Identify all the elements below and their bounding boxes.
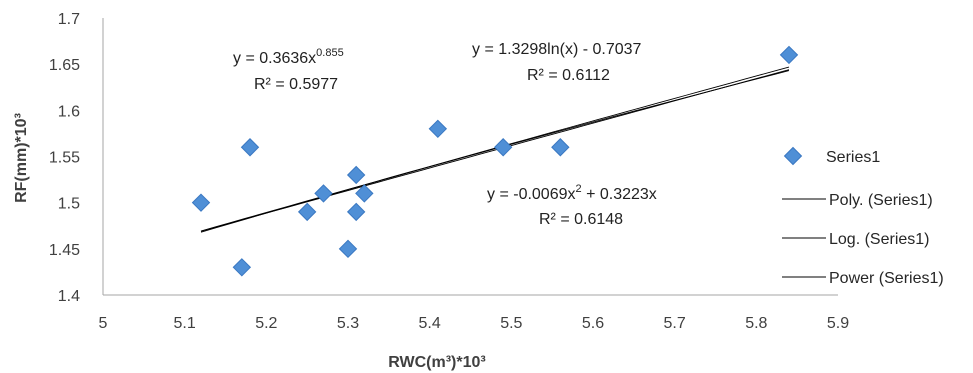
poly-r2: R² = 0.6148 xyxy=(539,211,623,228)
x-tick-label: 5.5 xyxy=(500,315,522,332)
data-point xyxy=(493,138,513,157)
x-tick-labels: 5 5.1 5.2 5.3 5.4 5.5 5.6 5.7 5.8 5.9 xyxy=(99,315,850,332)
x-tick-label: 5.4 xyxy=(419,315,441,332)
legend-marker-series1 xyxy=(783,146,803,166)
trendline-power xyxy=(200,69,790,232)
x-tick-label: 5.2 xyxy=(255,315,277,332)
power-r2: R² = 0.5977 xyxy=(254,76,338,93)
y-tick-label: 1.55 xyxy=(49,150,80,167)
data-point xyxy=(240,138,260,157)
data-point xyxy=(551,138,570,157)
data-point xyxy=(346,202,366,222)
data-points xyxy=(191,45,799,277)
y-tick-label: 1.4 xyxy=(58,288,80,305)
y-tick-label: 1.6 xyxy=(58,103,80,120)
y-axis-title: RF(mm)*10³ xyxy=(13,113,30,203)
poly-equation: y = -0.0069x2 + 0.3223x xyxy=(487,183,657,203)
data-point xyxy=(355,184,374,203)
data-point xyxy=(297,202,317,222)
x-tick-label: 5 xyxy=(99,315,108,332)
log-equation: y = 1.3298ln(x) - 0.7037 xyxy=(472,41,642,58)
x-tick-label: 5.3 xyxy=(337,315,359,332)
data-point xyxy=(779,45,799,65)
trendline-log xyxy=(200,70,790,233)
data-point xyxy=(338,239,358,259)
legend-label-power: Power (Series1) xyxy=(829,270,944,287)
x-tick-label: 5.9 xyxy=(827,315,849,332)
x-axis-title: RWC(m³)*10³ xyxy=(388,354,485,371)
x-tick-label: 5.8 xyxy=(745,315,767,332)
y-tick-label: 1.65 xyxy=(49,57,80,74)
data-point xyxy=(191,193,211,212)
y-tick-label: 1.5 xyxy=(58,196,80,213)
legend-label-poly: Poly. (Series1) xyxy=(829,192,933,209)
log-r2: R² = 0.6112 xyxy=(527,67,610,84)
y-tick-label: 1.45 xyxy=(49,242,80,259)
data-point xyxy=(428,119,448,139)
power-equation: y = 0.3636x0.855 xyxy=(233,47,344,67)
legend: Series1 Poly. (Series1) Log. (Series1) P… xyxy=(782,146,944,287)
legend-label-series1: Series1 xyxy=(826,149,880,166)
data-point xyxy=(346,165,366,185)
x-tick-label: 5.7 xyxy=(664,315,686,332)
legend-label-log: Log. (Series1) xyxy=(829,231,930,248)
y-tick-label: 1.7 xyxy=(58,11,80,28)
y-tick-labels: 1.4 1.45 1.5 1.55 1.6 1.65 1.7 xyxy=(49,11,80,305)
data-point xyxy=(232,258,252,277)
data-point xyxy=(314,184,333,203)
x-tick-label: 5.6 xyxy=(582,315,604,332)
x-tick-label: 5.1 xyxy=(174,315,196,332)
axes xyxy=(102,18,838,296)
